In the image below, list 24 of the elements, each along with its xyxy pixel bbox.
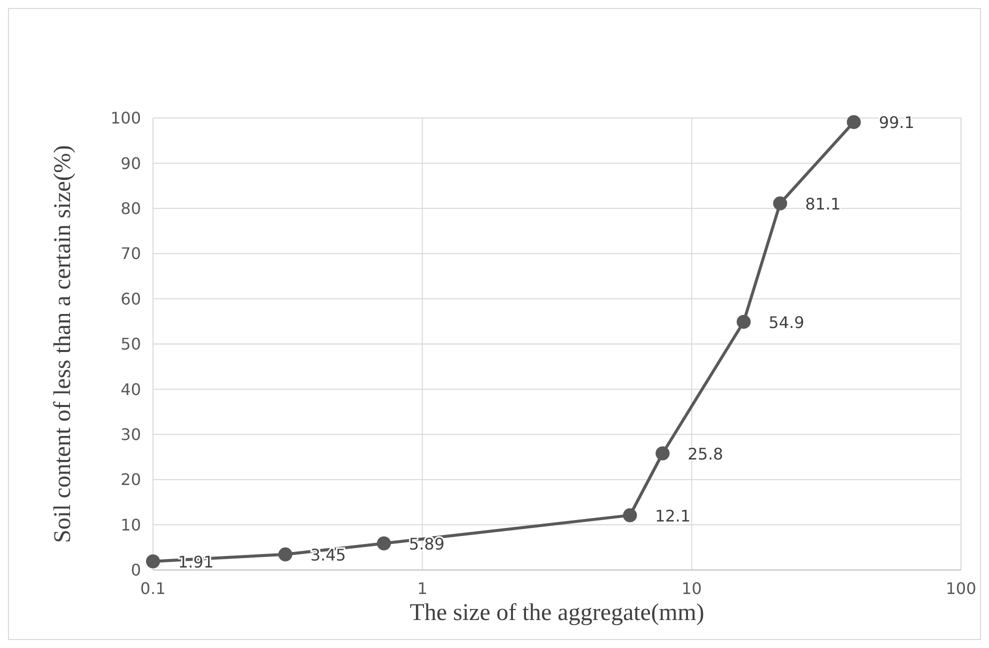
y-tick-label: 80 <box>120 199 141 218</box>
data-label: 81.1 <box>805 194 841 214</box>
data-label: 99.1 <box>878 113 914 132</box>
y-tick-label: 90 <box>120 154 141 173</box>
x-tick-label: 100 <box>946 579 976 598</box>
x-tick-label: 0.1 <box>140 579 166 598</box>
y-tick-label: 20 <box>120 470 141 490</box>
x-axis-title: The size of the aggregate(mm) <box>410 600 704 626</box>
x-tick-label: 1 <box>417 579 428 598</box>
data-label: 25.8 <box>688 444 724 464</box>
y-tick-label: 30 <box>120 425 141 444</box>
y-axis-title: Soil content of less than a certain size(%) <box>50 145 76 543</box>
y-tick-label: 100 <box>110 108 141 128</box>
y-tick-label: 60 <box>120 289 141 308</box>
x-tick-label: 10 <box>681 579 702 598</box>
data-label: 12.1 <box>654 506 691 526</box>
y-tick-label: 40 <box>120 380 141 399</box>
y-tick-label: 50 <box>120 334 141 354</box>
y-tick-label: 0 <box>130 560 141 580</box>
data-label: 54.9 <box>768 312 804 332</box>
data-label: 5.89 <box>408 534 445 554</box>
y-tick-label: 70 <box>120 244 141 264</box>
data-label: 3.45 <box>310 545 346 564</box>
y-tick-label: 10 <box>120 515 141 534</box>
